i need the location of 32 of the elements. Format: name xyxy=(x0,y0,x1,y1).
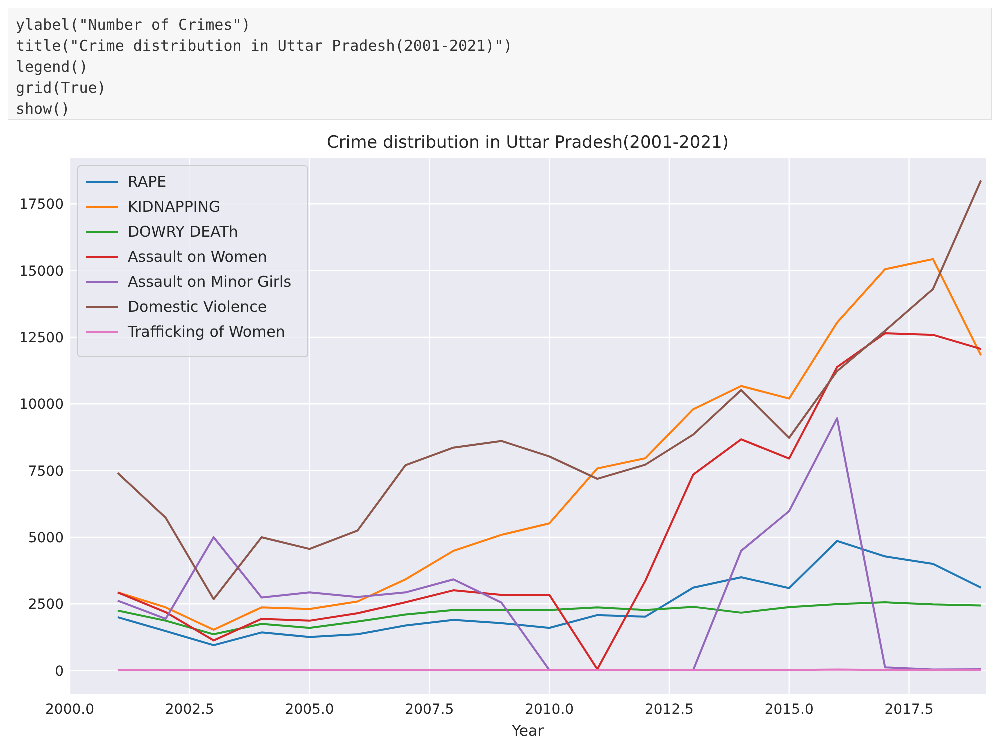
x-tick-label: 2012.5 xyxy=(644,702,694,718)
legend-label: Trafficking of Women xyxy=(127,323,286,341)
x-tick-label: 2017.5 xyxy=(884,702,934,718)
x-tick-label: 2005.0 xyxy=(285,702,334,718)
x-tick-label: 2010.0 xyxy=(525,702,574,718)
legend-label: Assault on Minor Girls xyxy=(128,273,292,291)
text: legend() xyxy=(16,58,88,76)
x-tick-label: 2015.0 xyxy=(764,702,814,718)
legend-label: Domestic Violence xyxy=(128,298,268,316)
y-tick-label: 2500 xyxy=(28,597,64,614)
y-tick-label: 17500 xyxy=(19,197,64,214)
text: grid(True) xyxy=(16,79,106,97)
line-series xyxy=(116,602,982,636)
line-series xyxy=(116,540,982,646)
y-tick-label: 5000 xyxy=(28,530,64,546)
y-tick-label: 15000 xyxy=(19,264,64,280)
x-tick-label: 2002.5 xyxy=(165,702,214,718)
y-tick-label: 12500 xyxy=(19,330,64,346)
legend-label: RAPE xyxy=(128,173,167,191)
y-tick-label: 0 xyxy=(55,664,64,680)
x-tick-label: 2007.5 xyxy=(405,702,454,718)
text: show() xyxy=(16,100,70,118)
legend-label: DOWRY DEATh xyxy=(128,223,238,241)
text: title("Crime distribution in Uttar Pradesh(2001-2021)") xyxy=(16,37,513,55)
chart-title: Crime distribution in Uttar Pradesh(2001-2021) xyxy=(327,133,729,153)
x-tick-label: 2000.0 xyxy=(46,702,94,718)
legend-label: Assault on Women xyxy=(128,248,268,266)
legend-label: KIDNAPPING xyxy=(128,198,221,216)
y-tick-label: 7500 xyxy=(28,464,64,480)
text: ylabel("Number of Crimes") xyxy=(16,16,251,34)
y-tick-label: 10000 xyxy=(19,397,64,414)
x-axis-title: Year xyxy=(511,722,545,740)
